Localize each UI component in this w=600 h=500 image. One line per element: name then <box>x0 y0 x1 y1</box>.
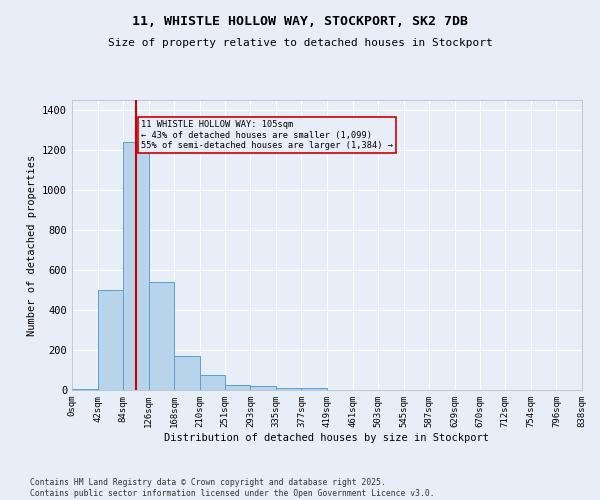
Bar <box>72 389 98 390</box>
Bar <box>250 386 276 390</box>
Bar <box>149 282 174 390</box>
Text: 11, WHISTLE HOLLOW WAY, STOCKPORT, SK2 7DB: 11, WHISTLE HOLLOW WAY, STOCKPORT, SK2 7… <box>132 15 468 28</box>
Bar <box>123 142 149 390</box>
Bar <box>174 356 200 390</box>
Text: 11 WHISTLE HOLLOW WAY: 105sqm
← 43% of detached houses are smaller (1,099)
55% o: 11 WHISTLE HOLLOW WAY: 105sqm ← 43% of d… <box>141 120 393 150</box>
Text: Size of property relative to detached houses in Stockport: Size of property relative to detached ho… <box>107 38 493 48</box>
Text: Contains HM Land Registry data © Crown copyright and database right 2025.
Contai: Contains HM Land Registry data © Crown c… <box>30 478 434 498</box>
Bar <box>276 388 301 390</box>
Bar <box>301 388 327 390</box>
X-axis label: Distribution of detached houses by size in Stockport: Distribution of detached houses by size … <box>164 432 490 442</box>
Bar <box>98 290 123 390</box>
Y-axis label: Number of detached properties: Number of detached properties <box>26 154 37 336</box>
Bar <box>225 385 250 390</box>
Bar <box>200 375 225 390</box>
